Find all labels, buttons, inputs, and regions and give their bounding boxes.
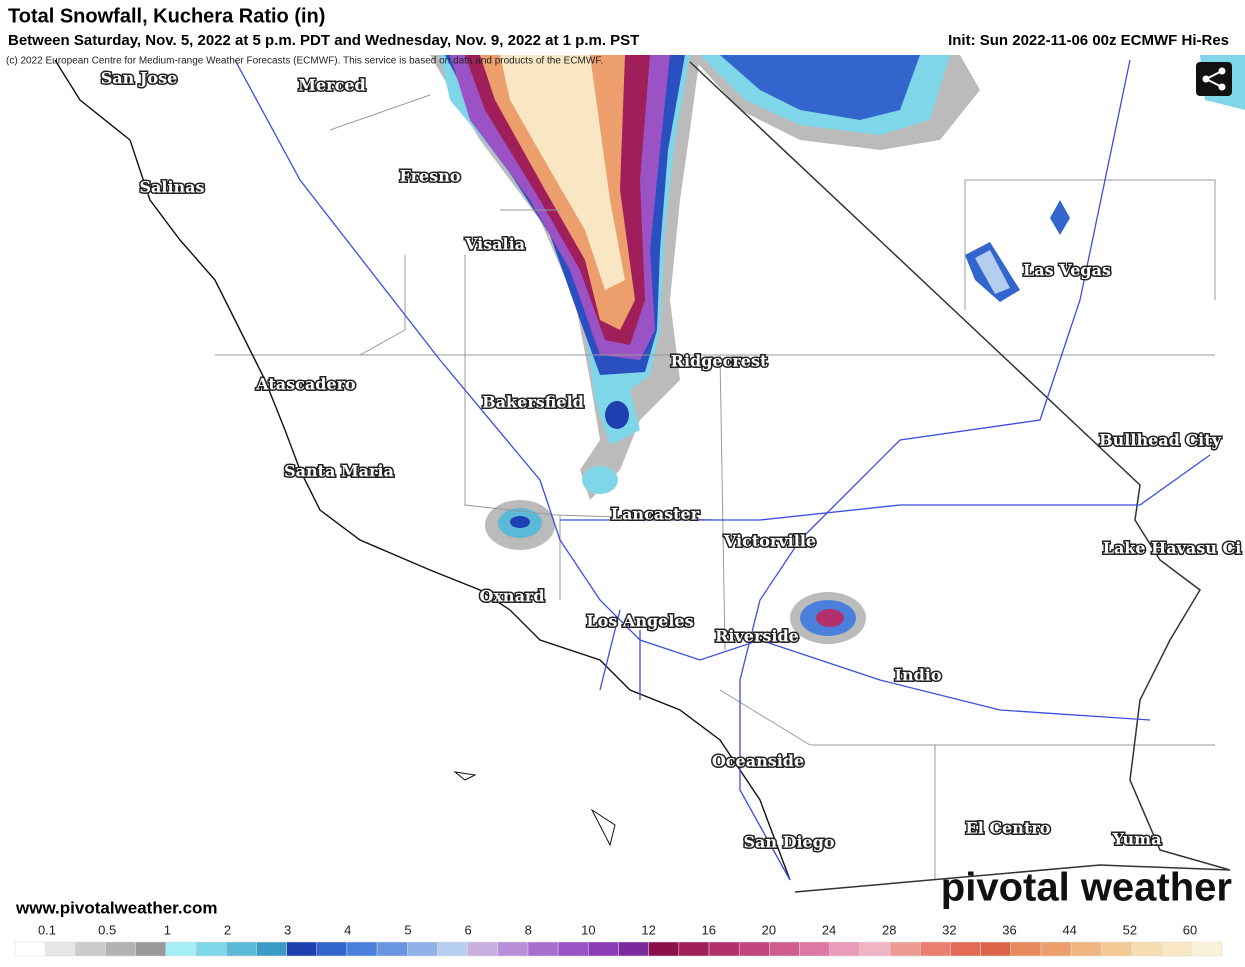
colorbar-swatch xyxy=(346,941,378,957)
website: www.pivotalweather.com xyxy=(15,898,218,917)
city-label: Ridgecrest xyxy=(671,352,768,371)
colorbar-swatch xyxy=(588,941,619,957)
colorbar-label: 44 xyxy=(1062,922,1076,937)
colorbar-swatch xyxy=(1010,941,1042,957)
colorbar-swatch xyxy=(769,941,800,957)
colorbar-swatch xyxy=(1191,941,1223,957)
city-label: Riverside xyxy=(715,627,799,646)
colorbar-label: 28 xyxy=(882,922,896,937)
share-button[interactable] xyxy=(1196,62,1232,96)
colorbar-swatch xyxy=(1161,941,1193,957)
colorbar-label: 3 xyxy=(284,922,291,937)
city-label: Los Angeles xyxy=(586,612,693,631)
subtitle: Between Saturday, Nov. 5, 2022 at 5 p.m.… xyxy=(8,32,639,49)
city-label: Victorville xyxy=(723,532,816,551)
colorbar-label: 4 xyxy=(344,922,351,937)
colorbar-swatch xyxy=(950,941,981,957)
colorbar-label: 0.5 xyxy=(98,922,116,937)
share-button-bg[interactable] xyxy=(1196,62,1232,96)
colorbar-swatch xyxy=(708,941,740,957)
colorbar-swatch xyxy=(829,941,861,957)
colorbar-swatch xyxy=(437,941,468,957)
colorbar-swatch xyxy=(557,941,589,957)
colorbar-swatch xyxy=(889,941,921,957)
colorbar-swatch xyxy=(738,941,770,957)
city-label: Oceanside xyxy=(712,752,804,771)
colorbar-swatch xyxy=(648,941,680,957)
city-label: Lake Havasu Ci xyxy=(1103,539,1242,558)
colorbar-swatch xyxy=(225,941,257,957)
colorbar-label: 0.1 xyxy=(38,922,56,937)
colorbar-swatch xyxy=(1101,941,1132,957)
colorbar-swatch xyxy=(135,941,167,957)
colorbar-swatch xyxy=(678,941,710,957)
colorbar-label: 2 xyxy=(224,922,231,937)
city-label: Lancaster xyxy=(611,505,700,524)
colorbar-swatch xyxy=(1070,941,1102,957)
colorbar-swatch xyxy=(44,941,76,957)
colorbar-swatch xyxy=(859,941,891,957)
colorbar-swatch xyxy=(165,941,197,957)
colorbar-label: 52 xyxy=(1123,922,1137,937)
colorbar-label: 10 xyxy=(581,922,595,937)
colorbar-swatch xyxy=(75,941,106,957)
colorbar-swatch xyxy=(527,941,559,957)
city-label: Fresno xyxy=(400,167,461,186)
colorbar-label: 12 xyxy=(641,922,655,937)
init-time: Init: Sun 2022-11-06 00z ECMWF Hi-Res xyxy=(948,32,1229,49)
colorbar-swatch xyxy=(980,941,1012,957)
colorbar-swatch xyxy=(407,941,438,957)
colorbar-label: 6 xyxy=(464,922,471,937)
colorbar-swatch xyxy=(286,941,318,957)
colorbar-label: 24 xyxy=(822,922,836,937)
city-label: San Jose xyxy=(101,69,178,88)
city-label: El Centro xyxy=(966,819,1051,838)
city-label: Indio xyxy=(894,666,941,685)
colorbar-swatch xyxy=(316,941,348,957)
colorbar-swatch xyxy=(1131,941,1162,957)
boundaries xyxy=(54,59,1231,893)
colorbar-swatch xyxy=(497,941,529,957)
colorbar-swatch xyxy=(920,941,951,957)
city-label: Bakersfield xyxy=(482,393,584,412)
snow-field xyxy=(430,55,1245,644)
city-label: Salinas xyxy=(139,178,204,197)
colorbar-label: 20 xyxy=(762,922,776,937)
colorbar-swatch xyxy=(618,941,649,957)
colorbar-swatch xyxy=(14,941,46,957)
brand-logo: pivotal weather xyxy=(941,866,1232,910)
colorbar-label: 32 xyxy=(942,922,956,937)
colorbar-label: 8 xyxy=(525,922,532,937)
colorbar-swatch xyxy=(256,941,287,957)
colorbar-label: 16 xyxy=(702,922,716,937)
copyright: (c) 2022 European Centre for Medium-rang… xyxy=(6,56,603,67)
city-label: Yuma xyxy=(1112,830,1162,849)
colorbar-label: 1 xyxy=(164,922,171,937)
colorbar-swatch xyxy=(376,941,408,957)
roads xyxy=(234,59,1211,881)
city-label: San Diego xyxy=(743,833,834,852)
city-label: Bullhead City xyxy=(1099,431,1221,450)
colorbar: 0.1 0.5 1 2 3 4 5 6 8 10 12 16 20 24 28 32 36 44 52 60 xyxy=(14,922,1223,957)
colorbar-swatch xyxy=(799,941,830,957)
city-label: Oxnard xyxy=(479,587,544,606)
colorbar-swatch xyxy=(1040,941,1072,957)
city-labels: San Jose Merced Fresno Salinas Visalia Las Ve… xyxy=(99,67,1243,853)
city-label: Visalia xyxy=(464,235,525,254)
title: Total Snowfall, Kuchera Ratio (in) xyxy=(8,5,325,27)
colorbar-swatch xyxy=(105,941,136,957)
city-label: Merced xyxy=(298,76,365,95)
colorbar-swatch xyxy=(467,941,499,957)
colorbar-swatch xyxy=(195,941,227,957)
colorbar-label: 60 xyxy=(1183,922,1197,937)
city-label: Atascadero xyxy=(255,375,356,394)
colorbar-label: 36 xyxy=(1002,922,1016,937)
city-label: Las Vegas xyxy=(1023,261,1111,280)
colorbar-label: 5 xyxy=(404,922,411,937)
city-label: Santa Maria xyxy=(284,462,394,481)
